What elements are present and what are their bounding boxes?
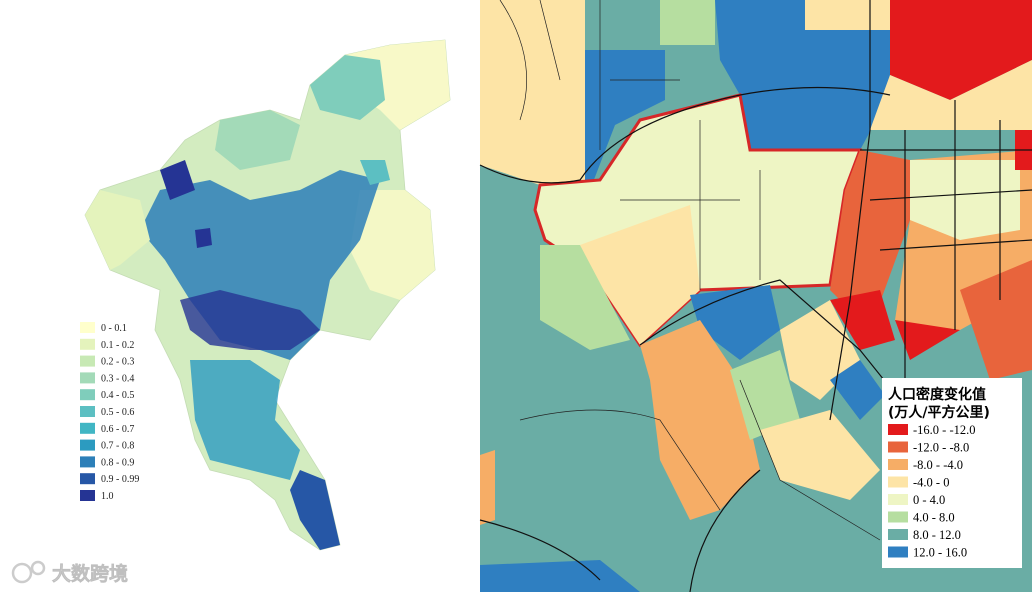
region-dark bbox=[290, 470, 340, 550]
legend-label: 0 - 4.0 bbox=[913, 493, 945, 507]
left-legend: 0 - 0.1 0.1 - 0.2 0.2 - 0.3 0.3 - 0.4 0.4 - … bbox=[80, 322, 139, 502]
region-teal bbox=[310, 55, 385, 120]
legend-swatch bbox=[80, 439, 95, 451]
zone bbox=[870, 60, 1032, 130]
zone bbox=[585, 50, 665, 190]
legend-swatch bbox=[888, 511, 908, 523]
legend-label: 0.7 - 0.8 bbox=[101, 441, 134, 452]
zone bbox=[960, 260, 1032, 380]
legend-label: 0 - 0.1 bbox=[101, 323, 127, 334]
legend-title: (万人/平方公里) bbox=[888, 404, 990, 421]
legend-label: 0.2 - 0.3 bbox=[101, 357, 134, 368]
watermark-text: 大数跨境 bbox=[52, 562, 128, 585]
region-teal bbox=[360, 160, 390, 185]
legend-label: -4.0 - 0 bbox=[913, 476, 949, 490]
legend-swatch bbox=[80, 456, 95, 468]
left-map bbox=[84, 39, 451, 551]
region-teal bbox=[215, 110, 300, 170]
zone bbox=[830, 150, 910, 330]
road bbox=[829, 0, 871, 421]
zone bbox=[910, 160, 1020, 240]
legend-label: -16.0 - -12.0 bbox=[913, 423, 976, 437]
legend-label: 4.0 - 8.0 bbox=[913, 511, 955, 525]
road bbox=[499, 0, 680, 150]
region-light bbox=[350, 190, 435, 300]
legend-label: 0.5 - 0.6 bbox=[101, 407, 134, 418]
right-map bbox=[479, 0, 1032, 592]
region-dark bbox=[180, 290, 320, 350]
legend-title: 人口密度变化值 bbox=[888, 386, 986, 403]
legend-label: 0.3 - 0.4 bbox=[101, 373, 134, 384]
zone bbox=[540, 245, 630, 350]
road bbox=[860, 149, 1032, 251]
road bbox=[479, 86, 891, 184]
zone bbox=[480, 560, 640, 592]
legend-swatch bbox=[888, 441, 908, 453]
legend-swatch bbox=[80, 490, 95, 501]
legend-label: 0.4 - 0.5 bbox=[101, 390, 134, 401]
region-blue bbox=[190, 360, 300, 480]
legend-label: 0.9 - 0.99 bbox=[101, 474, 139, 485]
legend-swatch bbox=[80, 389, 95, 401]
zone bbox=[480, 0, 585, 190]
zone bbox=[660, 0, 715, 45]
road bbox=[519, 120, 881, 541]
legend-swatch bbox=[888, 494, 908, 505]
region-dark bbox=[160, 160, 195, 200]
zone bbox=[730, 350, 800, 440]
legend-label: 0.1 - 0.2 bbox=[101, 340, 134, 351]
zone bbox=[760, 410, 880, 500]
zone bbox=[690, 285, 780, 360]
legend-swatch bbox=[888, 424, 908, 435]
zone bbox=[830, 290, 895, 350]
legend-swatch bbox=[80, 338, 95, 350]
legend-swatch bbox=[888, 476, 908, 488]
road bbox=[639, 279, 901, 401]
legend-label: 0.6 - 0.7 bbox=[101, 424, 134, 435]
zone bbox=[830, 360, 885, 420]
legend-swatch bbox=[80, 473, 95, 485]
legend-label: -8.0 - -4.0 bbox=[913, 458, 963, 472]
legend-swatch bbox=[80, 406, 95, 417]
region-dark bbox=[195, 228, 212, 248]
road bbox=[479, 469, 761, 592]
watermark: 大数跨境 bbox=[11, 560, 128, 585]
zone bbox=[580, 205, 700, 345]
legend-swatch bbox=[80, 355, 95, 367]
legend-label: 1.0 bbox=[101, 491, 114, 502]
zone bbox=[805, 0, 890, 30]
watermark-icon bbox=[11, 562, 33, 584]
legend-swatch bbox=[888, 459, 908, 470]
legend-swatch bbox=[80, 322, 95, 333]
region-light bbox=[85, 190, 150, 270]
zone bbox=[480, 450, 495, 525]
legend-label: 8.0 - 12.0 bbox=[913, 528, 961, 542]
legend-label: -12.0 - -8.0 bbox=[913, 441, 969, 455]
legend-swatch bbox=[888, 529, 908, 540]
zone bbox=[715, 0, 890, 150]
legend-swatch bbox=[80, 422, 95, 434]
right-legend: 人口密度变化值(万人/平方公里) -16.0 - -12.0 -12.0 - -8.… bbox=[882, 378, 1022, 568]
watermark-icon bbox=[30, 560, 46, 576]
legend-swatch bbox=[888, 546, 908, 558]
legend-swatch bbox=[80, 372, 95, 384]
legend-label: 12.0 - 16.0 bbox=[913, 546, 967, 560]
zone bbox=[890, 0, 1032, 100]
legend-label: 0.8 - 0.9 bbox=[101, 457, 134, 468]
